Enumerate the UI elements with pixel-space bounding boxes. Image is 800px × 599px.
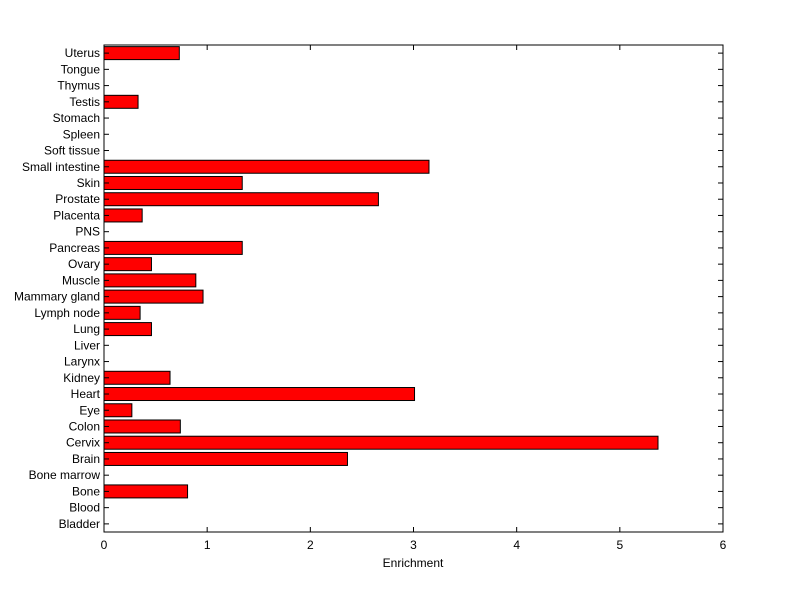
- y-tick-label: Lymph node: [34, 306, 100, 320]
- y-tick-label: PNS: [75, 225, 100, 239]
- bar: [103, 387, 416, 402]
- y-tick-label: Brain: [72, 452, 100, 466]
- bar: [103, 159, 430, 174]
- y-tick-label: Prostate: [55, 192, 100, 206]
- y-tick-label: Bone marrow: [29, 468, 101, 482]
- x-tick-label: 4: [513, 538, 520, 552]
- bar: [103, 370, 171, 385]
- bar: [103, 322, 152, 337]
- y-tick-label: Liver: [74, 338, 100, 352]
- x-tick-label: 6: [720, 538, 727, 552]
- bar: [103, 419, 181, 434]
- y-tick-label: Uterus: [65, 46, 100, 60]
- y-tick-label: Bladder: [59, 517, 100, 531]
- y-tick-label: Tongue: [61, 62, 101, 76]
- y-tick-label: Cervix: [66, 436, 100, 450]
- bar: [103, 257, 152, 272]
- x-tick-label: 1: [204, 538, 211, 552]
- bar: [103, 435, 659, 450]
- bar: [103, 208, 143, 223]
- y-tick-label: Kidney: [63, 371, 100, 385]
- y-tick-label: Pancreas: [49, 241, 100, 255]
- y-tick-label: Eye: [79, 403, 100, 417]
- y-tick-label: Heart: [71, 387, 101, 401]
- bar: [103, 289, 204, 304]
- ticks-group: [103, 45, 724, 532]
- bar: [103, 175, 243, 190]
- y-tick-label: Small intestine: [22, 160, 100, 174]
- x-tick-label: 0: [101, 538, 108, 552]
- y-tick-label: Stomach: [53, 111, 100, 125]
- y-tick-label: Placenta: [53, 208, 100, 222]
- x-tick-label: 5: [616, 538, 623, 552]
- bar: [103, 305, 141, 320]
- bar: [103, 94, 139, 109]
- tick-labels-group: Bladder Blood Bone Bone marrow Brain Cervix Co…: [14, 46, 727, 552]
- x-axis-label: Enrichment: [383, 556, 444, 570]
- y-tick-label: Bone: [72, 484, 100, 498]
- y-tick-label: Thymus: [57, 79, 100, 93]
- y-tick-label: Soft tissue: [44, 144, 100, 158]
- y-tick-label: Muscle: [62, 273, 100, 287]
- bar: [103, 451, 348, 466]
- y-tick-label: Colon: [69, 419, 100, 433]
- y-tick-label: Blood: [69, 501, 100, 515]
- x-tick-label: 2: [307, 538, 314, 552]
- bars-group: [103, 46, 659, 499]
- bar: [103, 273, 197, 288]
- bar: [103, 240, 243, 255]
- bar: [103, 46, 180, 61]
- x-tick-label: 3: [410, 538, 417, 552]
- y-tick-label: Testis: [69, 95, 100, 109]
- y-tick-label: Ovary: [68, 257, 100, 271]
- plot-area-frame: [103, 44, 724, 533]
- bar: [103, 192, 379, 207]
- y-tick-label: Lung: [73, 322, 100, 336]
- y-tick-label: Mammary gland: [14, 290, 100, 304]
- y-tick-label: Larynx: [64, 355, 100, 369]
- y-tick-label: Skin: [77, 176, 100, 190]
- bar: [103, 484, 189, 499]
- y-tick-label: Spleen: [63, 127, 100, 141]
